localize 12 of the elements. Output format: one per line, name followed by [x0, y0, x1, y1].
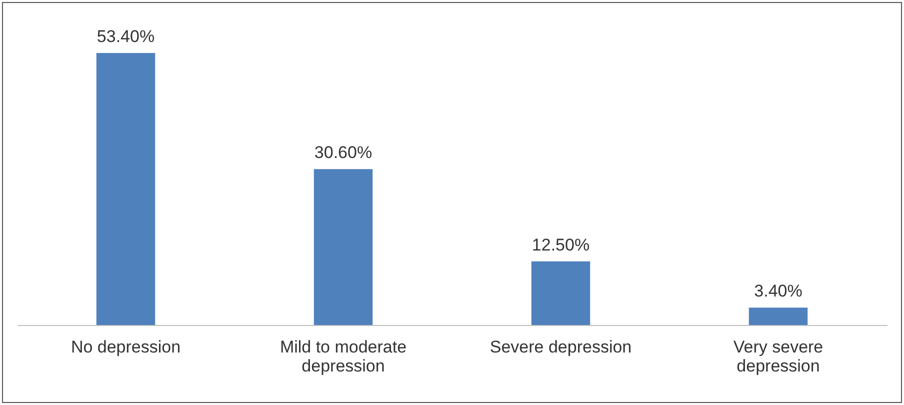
data-label: 12.50% — [532, 235, 590, 254]
x-tick-label: Mild to moderate depression — [280, 338, 407, 376]
bar — [96, 53, 156, 325]
x-tick-label: Very severe depression — [733, 338, 824, 376]
bar — [531, 261, 590, 325]
x-tick-label: No depression — [70, 338, 181, 356]
bar — [748, 308, 808, 325]
data-label: 30.60% — [314, 143, 372, 162]
x-tick-label: Severe depression — [490, 338, 632, 356]
data-label: 53.40% — [96, 27, 155, 46]
bar — [314, 169, 373, 325]
data-label: 3.40% — [754, 282, 802, 301]
